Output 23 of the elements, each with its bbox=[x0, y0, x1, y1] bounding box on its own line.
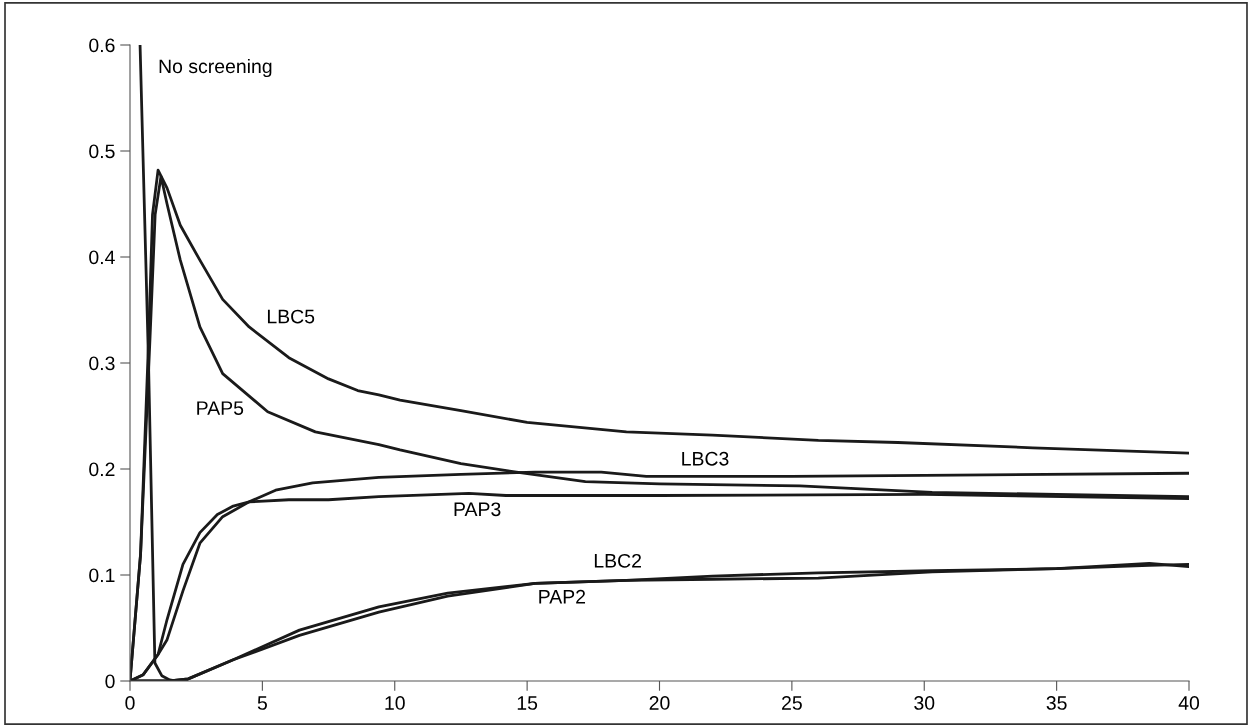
x-tick-label: 40 bbox=[1178, 696, 1200, 710]
series-label: LBC3 bbox=[682, 451, 729, 466]
series-label: No screening bbox=[159, 58, 272, 78]
x-tick-label: 25 bbox=[782, 696, 802, 710]
y-tick-label: 0.1 bbox=[89, 568, 115, 583]
y-tick-label: 0 bbox=[105, 674, 115, 689]
x-tick-label: 5 bbox=[257, 696, 267, 710]
x-tick-label: 30 bbox=[914, 696, 935, 710]
y-tick-label: 0.6 bbox=[89, 38, 115, 53]
series-label: LBC5 bbox=[267, 309, 315, 324]
series-label: PAP2 bbox=[539, 589, 586, 604]
y-tick-label: 0.4 bbox=[89, 250, 115, 265]
x-tick-label: 35 bbox=[1046, 696, 1067, 710]
series-label: PAP3 bbox=[454, 502, 501, 517]
x-tick-label: 15 bbox=[517, 696, 538, 710]
x-tick-label: 20 bbox=[649, 696, 670, 710]
series-label: LBC2 bbox=[594, 553, 641, 568]
y-tick-label: 0.2 bbox=[89, 462, 115, 477]
x-tick-label: 0 bbox=[125, 696, 135, 710]
series-label: PAP5 bbox=[197, 401, 244, 415]
y-tick-label: 0.5 bbox=[89, 144, 115, 159]
y-tick-label: 0.3 bbox=[89, 356, 115, 371]
x-tick-label: 10 bbox=[385, 696, 405, 710]
